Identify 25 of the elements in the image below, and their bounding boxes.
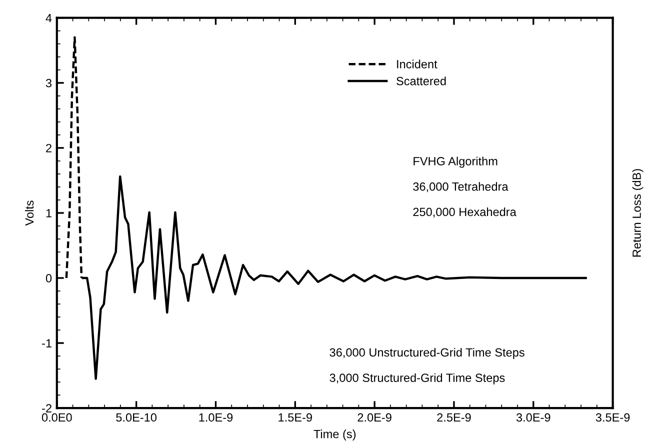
legend-label: Scattered [396, 76, 446, 86]
y-tick-label: -1 [42, 339, 52, 348]
y-tick-label: 3 [46, 78, 52, 88]
y-tick-label: 0 [46, 274, 52, 282]
y-tick-label: 2 [46, 144, 52, 152]
annotation: 250,000 Hexahedra [413, 207, 516, 218]
annotation: 36,000 Unstructured-Grid Time Steps [330, 348, 524, 359]
x-tick-label: 2.0E-9 [358, 413, 392, 422]
y-axis-title: Volts [24, 200, 34, 226]
x-tick-label: 3.0E-9 [516, 413, 550, 422]
legend-label: Incident [397, 60, 438, 68]
x-tick-label: 1.0E-9 [199, 413, 233, 422]
y-tick-label: 4 [46, 14, 52, 22]
x-tick-label: 1.5E-9 [278, 413, 312, 422]
x-axis-title: Time (s) [314, 430, 356, 441]
y-tick-label: -2 [42, 404, 52, 412]
x-tick-label: 0.0E0 [42, 413, 72, 422]
x-tick-label: 2.5E-9 [437, 413, 471, 422]
x-tick-label: 3.5E-9 [596, 413, 630, 422]
annotation: 36,000 Tetrahedra [413, 182, 508, 192]
y2-axis-title: Return Loss (dB) [632, 169, 644, 257]
y-tick-label: 1 [46, 209, 52, 218]
annotation: 3,000 Structured-Grid Time Steps [330, 373, 505, 384]
x-tick-label: 5.0E-10 [116, 413, 157, 422]
annotation: FVHG Algorithm [414, 156, 498, 168]
